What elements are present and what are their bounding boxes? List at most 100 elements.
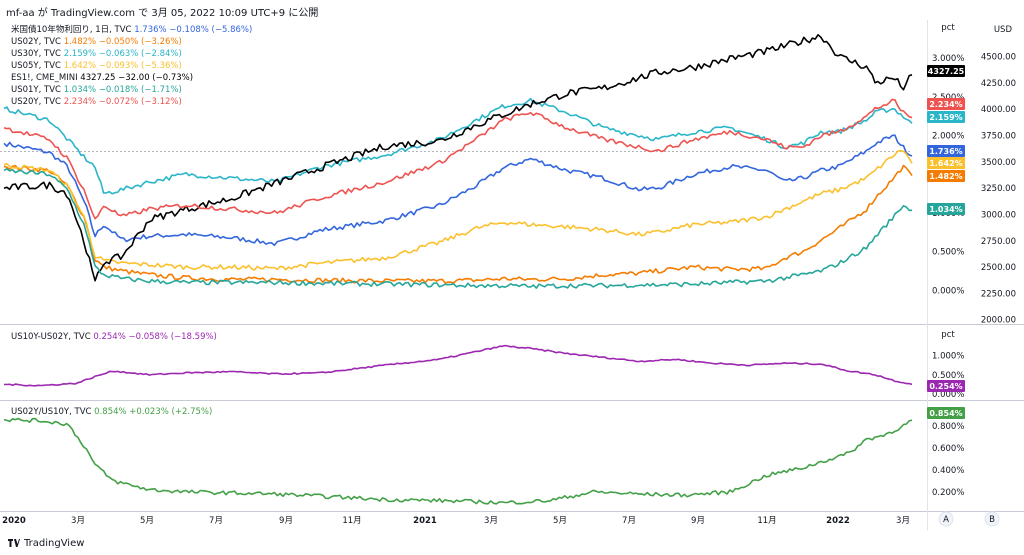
time-axis-label: 9月 [279,516,293,526]
series-line-us02y [3,164,913,284]
pct-axis-label: pct [941,23,955,33]
time-axis-label: 11月 [757,516,776,526]
pct-tick-label: 0.500% [932,371,964,381]
scale-button-b[interactable]: B [984,511,1000,527]
legend-item-us20y: US20Y, TVC 2.234% −0.072% (−3.12%) [11,97,182,107]
publish-header: mf-aa が TradingView.com で 3月 05, 2022 10… [6,8,319,19]
usd-tick-label: 3500.00 [981,158,1016,168]
last-value-tag-us02y-bg [927,170,965,182]
usd-tick-label: 3750.00 [981,132,1016,142]
time-axis-label: 7月 [209,516,223,526]
legend-item-us01y: US01Y, TVC 1.034% −0.018% (−1.71%) [11,85,182,95]
series-line-us01y [3,168,913,289]
series-line-spread2 [3,417,913,505]
time-axis-label: 9月 [691,516,705,526]
last-value-tag-us20y: 2.234% [927,98,965,110]
last-value-tag-us10y-bg [927,145,965,157]
last-value-tag-us01y-bg [927,203,965,215]
scale-button-a[interactable]: A [938,511,954,527]
pct-tick-label: 0.000% [932,390,964,400]
legend-values: 0.254% −0.058% (−18.59%) [93,332,217,342]
usd-tick-label: 4250.00 [981,79,1016,89]
usd-tick-label: 2000.00 [981,316,1016,326]
legend-item-spread1: US10Y-US02Y, TVC 0.254% −0.058% (−18.59%… [11,332,217,342]
last-value-tag-us01y-label: 1.034% [929,205,962,214]
legend-name: US20Y, TVC [11,97,64,107]
usd-tick-label: 3000.00 [981,210,1016,220]
footer-brand: TradingView [8,538,84,549]
scale-button-circle [984,511,1000,527]
scale-button-circle [938,511,954,527]
legend-item-es: ES1!, CME_MINI 4327.25 −32.00 (−0.73%) [11,73,193,83]
pct-tick-label: 0.000% [932,286,964,296]
series-line-spread1 [3,344,913,387]
usd-tick-label: 2750.00 [981,237,1016,247]
legend-item-us02y: US02Y, TVC 1.482% −0.050% (−3.26%) [11,37,182,47]
scale-button-label: A [943,515,949,525]
legend-name: US30Y, TVC [11,49,64,59]
pct-tick-label: 2.000% [932,132,964,142]
pct-tick-label: 0.200% [932,488,964,498]
last-value-tag-us20y-bg [927,98,965,110]
scale-button-label: B [989,515,995,525]
last-value-tag-es-label: 4327.25 [928,67,965,76]
legend-name: 米国債10年物利回り, 1日, TVC [11,24,134,35]
legend-values: 1.482% −0.050% (−3.26%) [64,37,182,47]
legend-values: 2.159% −0.063% (−2.84%) [64,49,182,59]
series-line-us10y [3,134,913,247]
last-value-tag-us02y: 1.482% [927,170,965,182]
last-value-tag-spread1-label: 0.254% [929,382,962,391]
last-value-tag-us10y-label: 1.736% [929,147,962,156]
pct-axis-label: pct [941,330,955,340]
legend-name: US05Y, TVC [11,61,64,71]
series-line-us30y [3,97,913,195]
pct-tick-label: 0.800% [932,422,964,432]
legend-values: 4327.25 −32.00 (−0.73%) [80,73,193,83]
last-value-tag-spread2: 0.854% [927,407,965,419]
last-value-tag-spread1-bg [927,380,965,392]
series-line-us05y [3,150,913,271]
legend-values: 1.034% −0.018% (−1.71%) [64,85,182,95]
legend-name: US02Y, TVC [11,37,64,47]
last-value-tag-us02y-label: 1.482% [929,172,962,181]
legend-name: ES1!, CME_MINI [11,73,80,83]
last-value-tag-us05y-bg [927,157,965,169]
last-value-tag-us05y-label: 1.642% [929,159,962,168]
usd-tick-label: 2500.00 [981,263,1016,273]
last-value-tag-us30y-bg [927,111,965,123]
time-axis-label: 2020 [2,516,26,526]
last-value-tag-spread2-label: 0.854% [929,409,962,418]
time-axis-label: 3月 [484,516,498,526]
usd-tick-label: 4500.00 [981,53,1016,63]
last-value-tag-es-bg [927,65,965,77]
legend-values: 1.642% −0.093% (−5.36%) [64,61,182,71]
pct-tick-label: 0.600% [932,444,964,454]
footer-brand-text: TradingView [24,538,85,549]
legend-item-us30y: US30Y, TVC 2.159% −0.063% (−2.84%) [11,49,182,59]
pct-tick-label: 0.500% [932,248,964,258]
legend-item-us10y: 米国債10年物利回り, 1日, TVC 1.736% −0.108% (−5.8… [11,24,252,35]
legend-values: 0.854% +0.023% (+2.75%) [94,407,212,417]
pct-tick-label: 0.400% [932,466,964,476]
tradingview-logo-icon [8,539,20,547]
usd-tick-label: 2250.00 [981,289,1016,299]
time-axis-label: 2022 [826,516,850,526]
last-value-tag-us20y-label: 2.234% [929,100,962,109]
legend-values: 1.736% −0.108% (−5.86%) [134,25,252,35]
usd-axis-label: USD [994,25,1013,35]
time-axis-label: 3月 [896,516,910,526]
time-axis-label: 2021 [413,516,437,526]
time-axis-label: 11月 [342,516,361,526]
legend-item-spread2: US02Y/US10Y, TVC 0.854% +0.023% (+2.75%) [11,407,212,417]
time-axis-label: 5月 [140,516,154,526]
legend-item-us05y: US05Y, TVC 1.642% −0.093% (−5.36%) [11,61,182,71]
last-value-tag-es: 4327.25 [927,65,965,77]
legend-name: US02Y/US10Y, TVC [11,407,94,417]
last-value-tag-us01y: 1.034% [927,203,965,215]
time-axis-label: 5月 [553,516,567,526]
last-value-tag-us05y: 1.642% [927,157,965,169]
series-line-es [3,34,913,282]
legend-name: US01Y, TVC [11,85,64,95]
last-value-tag-us30y-label: 2.159% [929,113,962,122]
pct-tick-label: 3.000% [932,54,964,64]
